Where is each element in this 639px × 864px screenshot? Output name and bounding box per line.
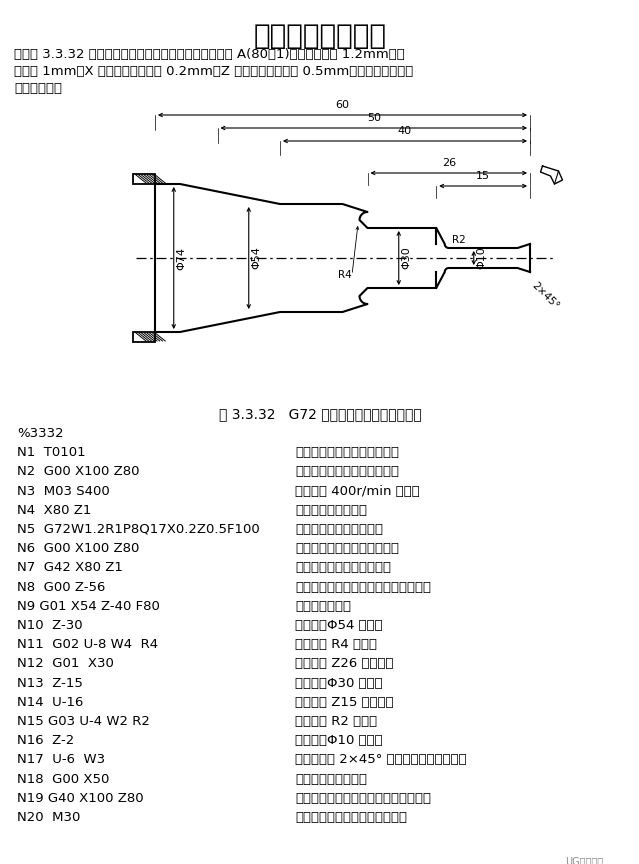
Text: N15 G03 U-4 W2 R2: N15 G03 U-4 W2 R2 [17, 715, 150, 728]
Text: （精加工轮廓开始，到锥面延长线处）: （精加工轮廓开始，到锥面延长线处） [295, 581, 431, 594]
Text: N5  G72W1.2R1P8Q17X0.2Z0.5F100: N5 G72W1.2R1P8Q17X0.2Z0.5F100 [17, 523, 259, 536]
Text: （精加工 Z15 处端面）: （精加工 Z15 处端面） [295, 696, 394, 708]
Text: （加入刀尖园弧半径补偿）: （加入刀尖园弧半径补偿） [295, 562, 391, 575]
Text: N20  M30: N20 M30 [17, 811, 81, 824]
Text: 60: 60 [335, 100, 350, 110]
Text: N17  U-6  W3: N17 U-6 W3 [17, 753, 105, 766]
Text: （精加工 R4 圆弧）: （精加工 R4 圆弧） [295, 638, 377, 651]
Text: （取消半径补偿，返回程序起点位置）: （取消半径补偿，返回程序起点位置） [295, 791, 431, 804]
Text: （退出已加工表面）: （退出已加工表面） [295, 772, 367, 785]
Text: （换一号刀，确定其坐标系）: （换一号刀，确定其坐标系） [295, 446, 399, 459]
Text: （主轴以 400r/min 正转）: （主轴以 400r/min 正转） [295, 485, 420, 498]
Text: N6  G00 X100 Z80: N6 G00 X100 Z80 [17, 543, 139, 556]
Text: N14  U-16: N14 U-16 [17, 696, 83, 708]
Text: （精加工Φ10 外圆）: （精加工Φ10 外圆） [295, 734, 383, 747]
Text: R4: R4 [338, 270, 352, 280]
Text: （精加工Φ30 外圆）: （精加工Φ30 外圆） [295, 677, 383, 689]
Text: （精加工 Z26 处端面）: （精加工 Z26 处端面） [295, 658, 394, 670]
Text: Φ30: Φ30 [402, 246, 412, 270]
Text: UG数控编程: UG数控编程 [565, 856, 603, 864]
Text: N9 G01 X54 Z-40 F80: N9 G01 X54 Z-40 F80 [17, 600, 160, 613]
Text: （精加工锥面）: （精加工锥面） [295, 600, 351, 613]
Text: N1  T0101: N1 T0101 [17, 446, 86, 459]
Text: 刀量为 1mm，X 方向精加工余量为 0.2mm，Z 方向精加工余量为 0.5mm，其中点划线部分: 刀量为 1mm，X 方向精加工余量为 0.2mm，Z 方向精加工余量为 0.5m… [14, 65, 413, 78]
Text: Φ74: Φ74 [177, 246, 187, 270]
Text: N8  G00 Z-56: N8 G00 Z-56 [17, 581, 105, 594]
Polygon shape [133, 174, 155, 184]
Text: 2×45°: 2×45° [530, 280, 561, 311]
Text: 40: 40 [398, 126, 412, 136]
Text: （主轴停、主程序结束并复位）: （主轴停、主程序结束并复位） [295, 811, 407, 824]
Text: N7  G42 X80 Z1: N7 G42 X80 Z1 [17, 562, 123, 575]
Text: （精加工倒 2×45° 角，精加工轮廓结束）: （精加工倒 2×45° 角，精加工轮廓结束） [295, 753, 466, 766]
Text: （精加工 R2 圆弧）: （精加工 R2 圆弧） [295, 715, 377, 728]
Text: （到循环起点位置）: （到循环起点位置） [295, 504, 367, 517]
Text: N12  G01  X30: N12 G01 X30 [17, 658, 114, 670]
Text: （外端面粗切循环加工）: （外端面粗切循环加工） [295, 523, 383, 536]
Text: 26: 26 [442, 158, 456, 168]
Text: （粗加工后，到换刀点位置）: （粗加工后，到换刀点位置） [295, 543, 399, 556]
Text: Φ10: Φ10 [477, 246, 487, 270]
Text: %3332: %3332 [17, 427, 64, 440]
Text: N16  Z-2: N16 Z-2 [17, 734, 74, 747]
Text: N18  G00 X50: N18 G00 X50 [17, 772, 109, 785]
Text: N19 G40 X100 Z80: N19 G40 X100 Z80 [17, 791, 144, 804]
Text: N4  X80 Z1: N4 X80 Z1 [17, 504, 91, 517]
Text: N13  Z-15: N13 Z-15 [17, 677, 83, 689]
Text: 50: 50 [367, 113, 381, 123]
Text: 编制图 3.3.32 所示零件的加工程序：要求循环起始点在 A(80，1)，切削深度为 1.2mm。退: 编制图 3.3.32 所示零件的加工程序：要求循环起始点在 A(80，1)，切削… [14, 48, 404, 61]
Polygon shape [133, 332, 155, 342]
Text: Φ54: Φ54 [252, 246, 262, 270]
Text: N10  Z-30: N10 Z-30 [17, 619, 82, 632]
Text: 图 3.3.32   G72 外径粗切复合循环编程实例: 图 3.3.32 G72 外径粗切复合循环编程实例 [219, 407, 421, 421]
Text: N11  G02 U-8 W4  R4: N11 G02 U-8 W4 R4 [17, 638, 158, 651]
Text: （精加工Φ54 外圆）: （精加工Φ54 外圆） [295, 619, 383, 632]
Text: 15: 15 [476, 171, 490, 181]
Text: （到程序起点或换刀点位置）: （到程序起点或换刀点位置） [295, 466, 399, 479]
Text: 为工件毛坯。: 为工件毛坯。 [14, 82, 62, 95]
Text: R2: R2 [452, 235, 465, 245]
Text: N2  G00 X100 Z80: N2 G00 X100 Z80 [17, 466, 139, 479]
Text: 车床编程实例十五: 车床编程实例十五 [254, 22, 387, 50]
Text: N3  M03 S400: N3 M03 S400 [17, 485, 110, 498]
